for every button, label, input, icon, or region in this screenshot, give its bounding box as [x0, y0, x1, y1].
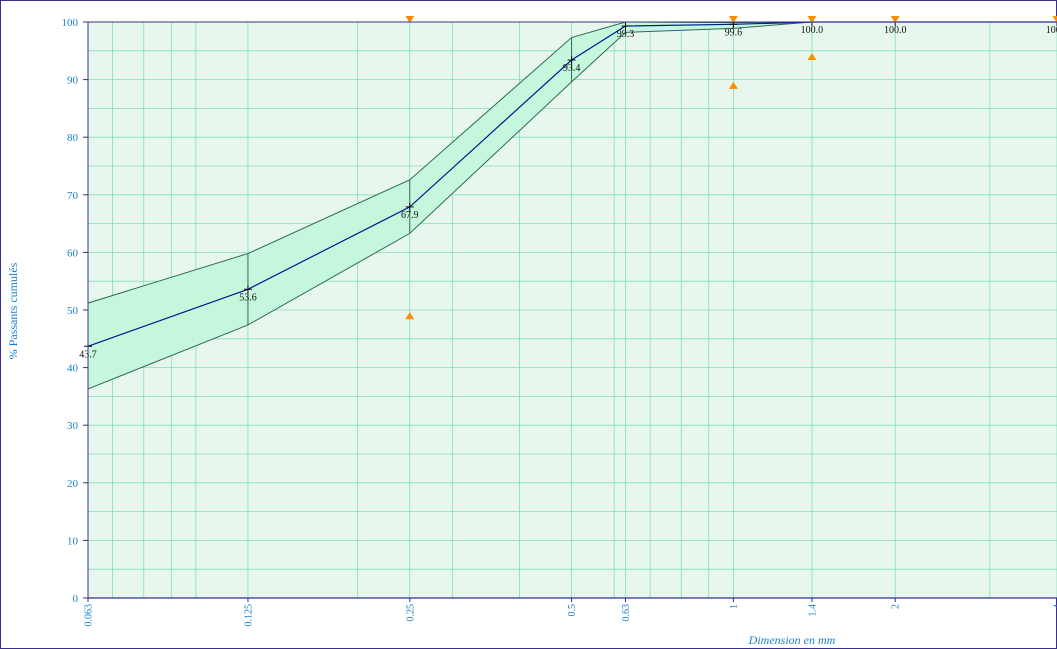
data-label: 100.0 — [884, 25, 907, 36]
x-tick-label: 4 — [1053, 604, 1057, 609]
upper-limit-marker — [405, 16, 415, 23]
x-tick-label: 0.63 — [621, 604, 632, 622]
upper-limit-marker — [728, 16, 738, 23]
y-tick-label: 70 — [67, 190, 79, 202]
data-label: 67.9 — [401, 210, 419, 221]
x-tick-label: 0.25 — [405, 604, 416, 622]
y-tick-label: 10 — [67, 535, 79, 547]
y-tick-label: 40 — [67, 363, 79, 375]
y-tick-labels: 0 10 20 30 40 50 60 70 80 90 100 — [62, 17, 88, 605]
data-label: 53.6 — [239, 292, 257, 303]
y-tick-label: 50 — [67, 305, 79, 317]
x-tick-label: 1.4 — [807, 604, 818, 617]
spec-markers — [405, 16, 1057, 320]
lower-limit-marker — [807, 53, 817, 61]
data-label: 100.0 — [1046, 25, 1057, 36]
data-label: 93.4 — [563, 63, 581, 74]
lower-limit-marker — [405, 312, 415, 320]
data-label: 99.3 — [617, 29, 635, 40]
x-tick-label: 0.5 — [567, 604, 578, 617]
x-tick-label: 0.125 — [243, 604, 254, 627]
x-tick-label: 0.063 — [84, 604, 95, 627]
y-tick-label: 20 — [67, 478, 79, 490]
x-axis-label: Dimension en mm — [748, 633, 836, 647]
y-tick-label: 80 — [67, 132, 79, 144]
x-tick-label: 2 — [891, 604, 902, 609]
y-tick-label: 90 — [67, 75, 79, 87]
upper-limit-marker — [807, 16, 817, 23]
lower-limit-marker — [728, 81, 738, 89]
y-tick-label: 100 — [62, 17, 79, 29]
x-tick-label: 1 — [729, 604, 740, 609]
x-tick-labels: 0.063 0.125 0.25 0.5 0.63 1 1.4 2 4 — [84, 598, 1057, 627]
y-tick-label: 0 — [73, 593, 79, 605]
data-label: 100.0 — [801, 25, 824, 36]
upper-limit-marker — [890, 16, 900, 23]
upper-limit-marker — [1052, 16, 1057, 23]
y-axis-label: % Passants cumulés — [6, 262, 20, 359]
y-tick-label: 60 — [67, 247, 79, 259]
data-label: 99.6 — [725, 27, 743, 38]
y-tick-label: 30 — [67, 420, 79, 432]
